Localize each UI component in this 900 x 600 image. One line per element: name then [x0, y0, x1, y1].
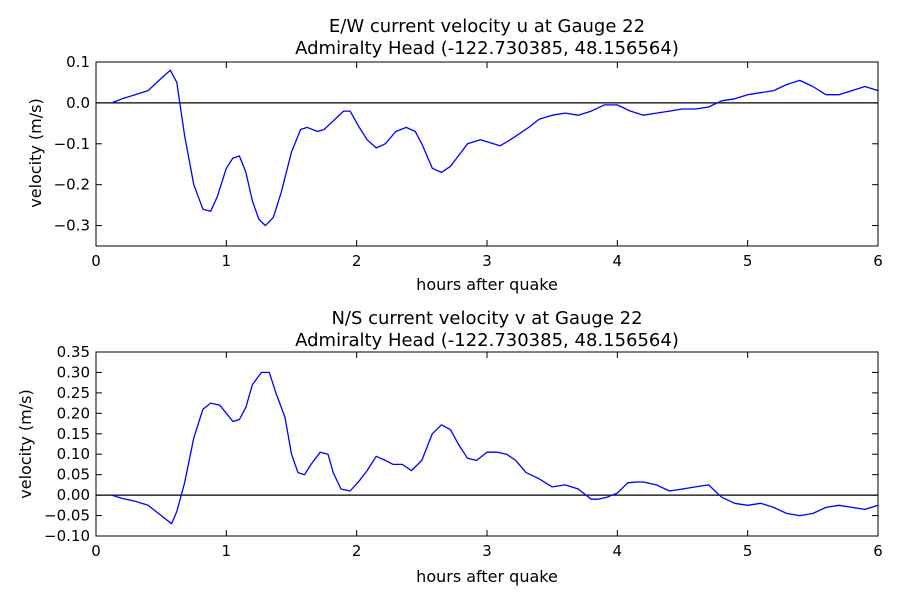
y-tick-label: 0.25	[57, 384, 90, 402]
x-tick-label: 5	[743, 252, 753, 270]
y-tick-label: 0.05	[57, 466, 90, 484]
plot-frame	[95, 61, 879, 247]
ew-velocity-panel: E/W current velocity u at Gauge 22 Admir…	[26, 16, 883, 294]
x-tick-label: 6	[873, 252, 883, 270]
chart-title: E/W current velocity u at Gauge 22	[329, 16, 645, 37]
x-axis-label: hours after quake	[416, 567, 558, 586]
y-tick-label: −0.05	[44, 507, 90, 525]
y-tick-label: 0.0	[66, 94, 90, 112]
series-line	[111, 371, 879, 525]
x-tick-label: 6	[873, 542, 883, 560]
y-axis-label: velocity (m/s)	[26, 98, 45, 207]
y-tick-label: −0.3	[54, 217, 90, 235]
data-series	[111, 371, 879, 525]
ns-velocity-panel: N/S current velocity v at Gauge 22 Admir…	[16, 308, 883, 586]
y-tick-label: 0.20	[57, 404, 90, 422]
tick-marks: 0 1 2 3 4 5 6 0.35 0.30 0.25 0.20 0.15 0.10 0.05 0.00 −…	[44, 343, 883, 560]
x-tick-label: 0	[91, 252, 101, 270]
y-tick-label: 0.1	[66, 53, 90, 71]
tick-marks: 0 1 2 3 4 5 6 0.1 0.0 −0.1 −0.2 −0.3	[54, 53, 883, 270]
x-tick-label: 1	[222, 542, 232, 560]
y-tick-label: 0.00	[57, 486, 90, 504]
chart-subtitle: Admiralty Head (-122.730385, 48.156564)	[295, 38, 679, 59]
x-tick-label: 0	[91, 542, 101, 560]
data-series	[111, 69, 879, 227]
y-tick-label: 0.10	[57, 445, 90, 463]
x-tick-label: 4	[613, 252, 623, 270]
x-tick-label: 5	[743, 542, 753, 560]
chart-subtitle: Admiralty Head (-122.730385, 48.156564)	[295, 330, 679, 351]
x-tick-label: 2	[352, 252, 362, 270]
x-tick-label: 3	[482, 252, 492, 270]
y-tick-label: −0.10	[44, 527, 90, 545]
y-tick-label: 0.15	[57, 425, 90, 443]
plot-frame	[95, 351, 879, 537]
x-axis-label: hours after quake	[416, 275, 558, 294]
y-axis-label: velocity (m/s)	[16, 389, 35, 498]
series-line	[111, 69, 879, 227]
x-tick-label: 1	[222, 252, 232, 270]
x-tick-label: 2	[352, 542, 362, 560]
x-tick-label: 4	[613, 542, 623, 560]
y-tick-label: −0.2	[54, 176, 90, 194]
y-tick-label: −0.1	[54, 135, 90, 153]
x-tick-label: 3	[482, 542, 492, 560]
y-tick-label: 0.35	[57, 343, 90, 361]
chart-title: N/S current velocity v at Gauge 22	[331, 308, 642, 329]
y-tick-label: 0.30	[57, 363, 90, 381]
